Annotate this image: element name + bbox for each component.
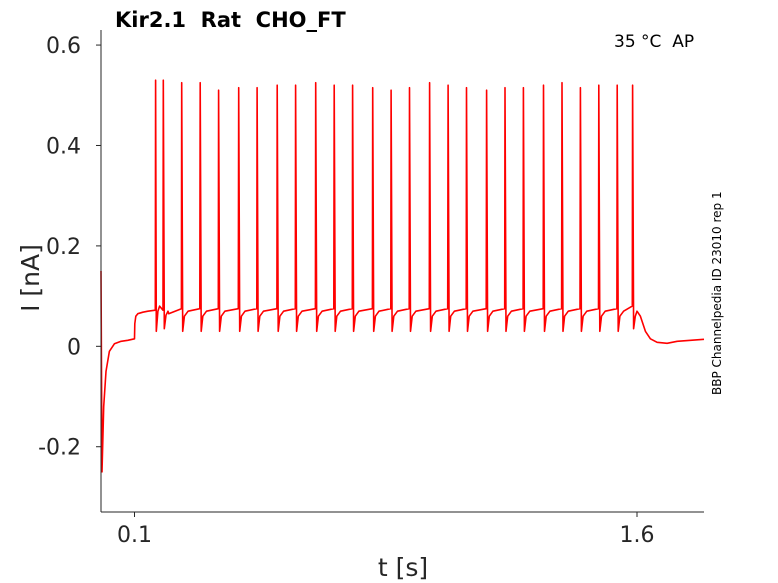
y-tick-label: 0 bbox=[67, 335, 81, 360]
y-tick-label: 0.4 bbox=[46, 134, 81, 159]
plot-area bbox=[100, 79, 705, 473]
x-tick-label: 1.6 bbox=[620, 523, 655, 548]
source-id-label: BBP Channelpedia ID 23010 rep 1 bbox=[710, 191, 724, 395]
x-axis-label: t [s] bbox=[378, 553, 428, 582]
condition-label: 35 °C AP bbox=[614, 32, 694, 52]
x-tick-label: 0.1 bbox=[117, 523, 152, 548]
y-axis-label: I [nA] bbox=[16, 244, 45, 312]
y-axis-ticks: 0.6 0.4 0.2 0 -0.2 bbox=[38, 34, 101, 461]
x-axis-ticks: 0.1 1.6 bbox=[117, 512, 655, 548]
y-tick-label: 0.2 bbox=[46, 235, 81, 260]
current-trace-line bbox=[100, 79, 705, 473]
chart-title: Kir2.1 Rat CHO_FT bbox=[115, 8, 346, 32]
y-tick-label: 0.6 bbox=[46, 34, 81, 59]
y-tick-label: -0.2 bbox=[38, 436, 81, 461]
